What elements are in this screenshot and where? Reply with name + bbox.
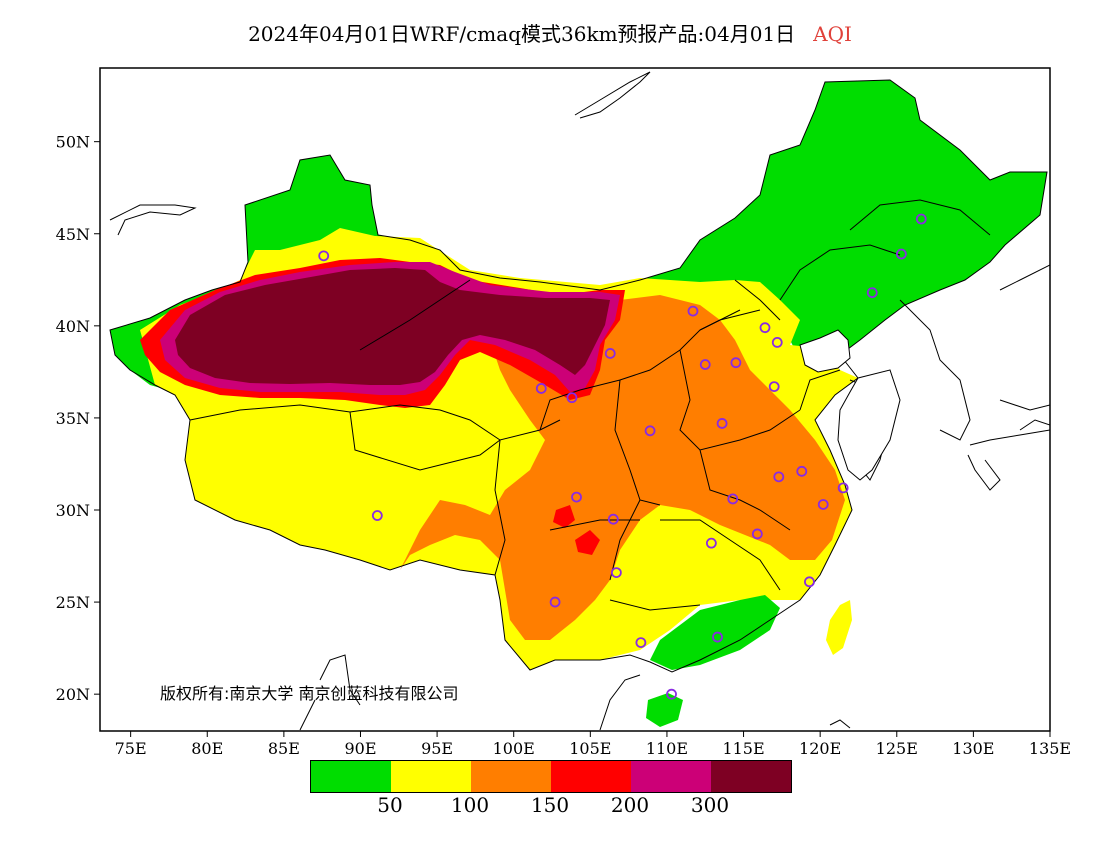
legend-label: 200 xyxy=(610,793,650,817)
legend-swatch xyxy=(391,761,471,792)
coastlines xyxy=(109,71,1050,731)
station-marker xyxy=(771,337,783,348)
lon-tick-label: 100E xyxy=(493,739,535,758)
station-markers xyxy=(318,213,927,700)
station-marker xyxy=(727,493,739,505)
legend-label: 150 xyxy=(530,793,570,817)
legend-swatch xyxy=(711,761,791,792)
aqi-band-sensitive xyxy=(400,280,845,640)
station-marker xyxy=(604,348,616,359)
station-marker xyxy=(607,513,619,525)
station-marker xyxy=(915,213,927,225)
aqi-band-unhealthy-sichuan xyxy=(553,505,600,555)
legend-label: 50 xyxy=(377,793,403,817)
lon-axis: 75E 80E 85E 90E 95E 100E 105E 110E 115E 120E 125E 1… xyxy=(115,731,1071,758)
station-marker xyxy=(687,305,699,317)
lat-tick-label: 35N xyxy=(56,409,90,428)
lon-tick-label: 105E xyxy=(569,739,611,758)
station-marker xyxy=(817,499,829,510)
station-marker xyxy=(773,471,785,483)
station-marker xyxy=(895,248,907,260)
yellow-sea xyxy=(837,369,901,481)
station-marker xyxy=(666,688,677,700)
title-variable: AQI xyxy=(813,22,852,46)
station-marker xyxy=(730,357,742,369)
lon-tick-label: 85E xyxy=(268,739,300,758)
legend-label: 100 xyxy=(450,793,490,817)
map-title: 2024年04月01日WRF/cmaq模式36km预报产品:04月01日 AQI xyxy=(0,18,1100,47)
station-marker xyxy=(804,576,815,588)
aqi-band-moderate-taiwan xyxy=(826,600,852,655)
station-marker xyxy=(751,528,763,540)
lon-tick-label: 125E xyxy=(876,739,918,758)
legend-label: 300 xyxy=(690,793,730,817)
lat-tick-label: 25N xyxy=(56,593,90,612)
title-main: 2024年04月01日WRF/cmaq模式36km预报产品:04月01日 xyxy=(248,22,796,46)
bohai-sea xyxy=(799,329,851,373)
station-marker xyxy=(571,491,582,503)
legend-swatch xyxy=(551,761,631,792)
station-marker xyxy=(759,322,771,334)
lat-tick-label: 45N xyxy=(56,225,90,244)
lon-tick-label: 80E xyxy=(191,739,223,758)
station-marker xyxy=(610,567,622,579)
lon-tick-label: 75E xyxy=(115,739,147,758)
lon-tick-label: 135E xyxy=(1029,739,1071,758)
station-marker xyxy=(644,425,656,437)
lat-tick-label: 20N xyxy=(56,685,90,704)
station-marker xyxy=(796,465,808,477)
lon-tick-label: 110E xyxy=(646,739,688,758)
station-marker xyxy=(635,637,647,648)
legend-swatch xyxy=(631,761,711,792)
station-marker xyxy=(549,596,561,608)
china-border xyxy=(109,79,1048,673)
station-marker xyxy=(716,418,728,429)
station-marker xyxy=(371,510,383,521)
station-marker xyxy=(535,383,547,394)
station-marker xyxy=(768,381,780,393)
lat-tick-label: 30N xyxy=(56,501,90,520)
lon-tick-label: 120E xyxy=(799,739,841,758)
station-marker xyxy=(712,631,723,643)
station-marker xyxy=(699,359,711,370)
lon-tick-label: 130E xyxy=(952,739,994,758)
legend-swatch xyxy=(471,761,551,792)
aqi-band-moderate-hainan xyxy=(646,693,683,727)
map-frame xyxy=(99,67,1051,732)
lon-tick-label: 115E xyxy=(722,739,764,758)
lat-tick-label: 40N xyxy=(56,317,90,336)
color-legend xyxy=(310,760,792,793)
aqi-band-hazardous xyxy=(175,268,610,385)
lon-tick-label: 95E xyxy=(421,739,453,758)
copyright-text: 版权所有:南京大学 南京创蓝科技有限公司 xyxy=(160,684,459,703)
legend-swatch xyxy=(311,761,391,792)
station-marker xyxy=(705,537,717,549)
station-marker xyxy=(318,250,330,262)
map-layers xyxy=(109,71,1050,731)
lat-axis: 50N 45N 40N 35N 30N 25N 20N xyxy=(56,133,100,704)
lat-tick-label: 50N xyxy=(56,133,90,152)
station-marker xyxy=(866,287,878,299)
province-borders xyxy=(189,199,991,611)
station-marker xyxy=(837,482,849,494)
station-marker xyxy=(566,392,578,404)
lon-tick-label: 90E xyxy=(344,739,376,758)
